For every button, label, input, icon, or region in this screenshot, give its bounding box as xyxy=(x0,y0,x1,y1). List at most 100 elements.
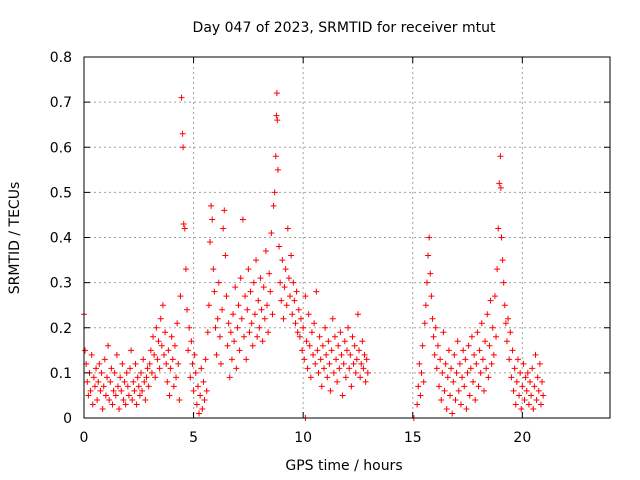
data-point-64 xyxy=(151,351,158,358)
data-point-377 xyxy=(535,387,542,394)
data-point-48 xyxy=(133,401,140,408)
data-point-370 xyxy=(528,392,535,399)
data-point-124 xyxy=(215,279,222,286)
data-point-307 xyxy=(460,347,467,354)
data-point-47 xyxy=(132,360,139,367)
data-point-129 xyxy=(221,207,228,214)
data-point-201 xyxy=(297,315,304,322)
data-point-21 xyxy=(104,374,111,381)
data-point-328 xyxy=(483,365,490,372)
data-point-283 xyxy=(433,365,440,372)
data-point-360 xyxy=(517,369,524,376)
data-point-372 xyxy=(530,405,537,412)
data-point-173 xyxy=(269,311,276,318)
data-point-30 xyxy=(113,351,120,358)
data-point-356 xyxy=(512,401,519,408)
data-point-323 xyxy=(477,369,484,376)
data-point-361 xyxy=(518,405,525,412)
data-point-76 xyxy=(164,378,171,385)
data-point-280 xyxy=(430,333,437,340)
data-point-146 xyxy=(239,216,246,223)
data-point-219 xyxy=(317,356,324,363)
data-point-125 xyxy=(216,333,223,340)
data-point-114 xyxy=(204,329,211,336)
data-point-324 xyxy=(478,320,485,327)
data-points xyxy=(81,90,547,421)
data-point-20 xyxy=(102,392,109,399)
data-point-32 xyxy=(116,405,123,412)
data-point-118 xyxy=(209,216,216,223)
data-point-154 xyxy=(248,320,255,327)
data-point-352 xyxy=(508,374,515,381)
data-point-179 xyxy=(274,117,281,124)
data-point-65 xyxy=(152,374,159,381)
data-point-122 xyxy=(213,351,220,358)
data-point-277 xyxy=(427,270,434,277)
data-point-311 xyxy=(464,369,471,376)
data-point-22 xyxy=(105,342,112,349)
data-point-159 xyxy=(254,333,261,340)
data-point-41 xyxy=(125,392,132,399)
data-point-145 xyxy=(238,315,245,322)
data-point-171 xyxy=(267,288,274,295)
data-point-81 xyxy=(169,356,176,363)
data-point-316 xyxy=(470,378,477,385)
data-point-151 xyxy=(245,266,252,273)
data-point-374 xyxy=(532,351,539,358)
data-point-289 xyxy=(440,329,447,336)
data-point-69 xyxy=(156,365,163,372)
data-point-90 xyxy=(179,130,186,137)
data-point-350 xyxy=(506,356,513,363)
data-point-252 xyxy=(353,356,360,363)
data-point-33 xyxy=(117,374,124,381)
data-point-373 xyxy=(531,383,538,390)
data-point-206 xyxy=(303,338,310,345)
data-point-303 xyxy=(455,387,462,394)
data-point-172 xyxy=(268,229,275,236)
data-point-197 xyxy=(293,288,300,295)
data-point-12 xyxy=(94,396,101,403)
data-point-143 xyxy=(236,347,243,354)
data-point-248 xyxy=(349,333,356,340)
data-point-259 xyxy=(361,351,368,358)
data-point-321 xyxy=(475,383,482,390)
data-point-167 xyxy=(262,248,269,255)
data-point-140 xyxy=(233,365,240,372)
data-point-83 xyxy=(171,342,178,349)
x-tick-label-2: 10 xyxy=(294,430,312,446)
data-point-180 xyxy=(274,166,281,173)
data-point-169 xyxy=(265,329,272,336)
data-point-331 xyxy=(486,342,493,349)
data-point-107 xyxy=(197,392,204,399)
y-tick-label-3: 0.3 xyxy=(50,276,72,292)
data-point-279 xyxy=(429,315,436,322)
data-point-134 xyxy=(226,374,233,381)
data-point-58 xyxy=(144,365,151,372)
data-point-188 xyxy=(283,302,290,309)
data-point-379 xyxy=(537,401,544,408)
data-point-141 xyxy=(234,324,241,331)
data-point-224 xyxy=(323,351,330,358)
data-point-337 xyxy=(493,333,500,340)
data-point-353 xyxy=(509,347,516,354)
data-point-336 xyxy=(491,293,498,300)
data-point-56 xyxy=(142,396,149,403)
data-point-256 xyxy=(358,360,365,367)
data-point-36 xyxy=(120,396,127,403)
data-point-160 xyxy=(255,297,262,304)
data-point-358 xyxy=(514,356,521,363)
data-point-71 xyxy=(158,342,165,349)
y-tick-label-0: 0 xyxy=(63,411,72,427)
data-point-247 xyxy=(348,383,355,390)
data-point-70 xyxy=(157,315,164,322)
data-point-117 xyxy=(208,202,215,209)
data-point-203 xyxy=(300,324,307,331)
data-point-205 xyxy=(302,293,309,300)
data-point-329 xyxy=(484,311,491,318)
data-point-240 xyxy=(340,360,347,367)
data-point-3 xyxy=(84,378,91,385)
data-point-266 xyxy=(415,383,422,390)
x-tick-label-1: 5 xyxy=(189,430,198,446)
data-point-170 xyxy=(266,270,273,277)
data-point-89 xyxy=(178,94,185,101)
